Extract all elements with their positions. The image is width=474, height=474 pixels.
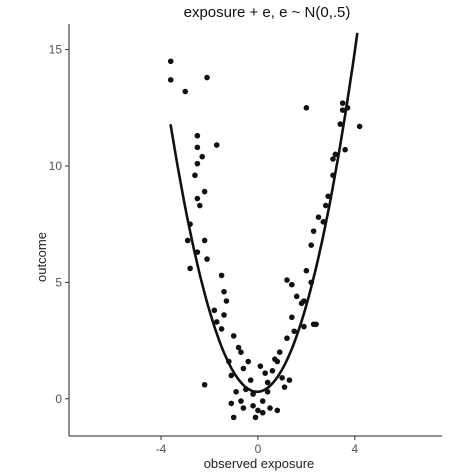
axes <box>68 24 442 437</box>
data-point <box>356 123 363 130</box>
data-point <box>233 388 239 395</box>
data-point <box>259 409 266 416</box>
data-point <box>182 88 189 95</box>
data-point <box>322 202 329 209</box>
data-point <box>196 202 203 209</box>
data-point <box>339 100 346 106</box>
data-point <box>204 74 210 81</box>
x-tick-label: -4 <box>156 442 167 456</box>
data-point <box>289 314 295 321</box>
data-point <box>293 293 300 300</box>
data-point <box>194 132 201 139</box>
data-point <box>269 368 276 374</box>
data-point <box>286 377 293 383</box>
data-point <box>213 142 220 148</box>
data-point <box>301 323 307 330</box>
data-point <box>167 77 174 83</box>
data-point <box>238 349 244 356</box>
y-tick-label: 5 <box>55 275 62 289</box>
data-point <box>313 321 319 328</box>
data-point <box>194 160 201 167</box>
data-point <box>211 307 218 314</box>
y-tick-label: 15 <box>49 43 63 57</box>
data-point <box>204 256 210 262</box>
data-point <box>218 326 225 332</box>
data-point <box>257 363 264 369</box>
data-point <box>167 58 174 65</box>
data-point <box>274 407 281 414</box>
data-points <box>167 58 363 421</box>
data-point <box>276 349 283 356</box>
data-point <box>223 298 230 304</box>
axis-ticks: 0 5 10 15 -4 0 4 <box>49 43 359 456</box>
data-point <box>272 356 278 362</box>
data-point <box>245 358 252 365</box>
data-point <box>310 228 317 234</box>
data-point <box>339 107 346 113</box>
data-point <box>235 344 242 351</box>
y-axis-label: outcome <box>34 232 49 282</box>
data-point <box>315 214 322 220</box>
data-point <box>264 388 271 395</box>
data-point <box>332 151 339 158</box>
x-tick-label: 0 <box>255 442 262 456</box>
x-axis-label: observed exposure <box>204 456 315 471</box>
y-tick-label: 0 <box>55 392 62 406</box>
data-point <box>262 370 268 376</box>
data-point <box>342 146 348 153</box>
data-point <box>221 288 227 295</box>
data-point <box>252 414 259 421</box>
data-point <box>281 384 288 390</box>
data-point <box>201 188 208 195</box>
data-point <box>301 298 307 304</box>
data-point <box>192 172 198 179</box>
data-point <box>240 405 247 411</box>
fit-curve <box>169 32 359 394</box>
x-tick-label: 4 <box>351 442 358 456</box>
data-point <box>194 144 201 151</box>
data-point <box>284 335 290 342</box>
data-point <box>291 328 298 335</box>
data-point <box>194 195 201 202</box>
data-point <box>303 267 310 274</box>
data-point <box>187 265 193 272</box>
data-point <box>228 400 235 407</box>
chart-title: exposure + e, e ~ N(0,.5) <box>184 4 351 21</box>
data-point <box>184 237 191 244</box>
data-point <box>199 153 206 160</box>
data-point <box>308 242 315 248</box>
data-point <box>218 272 225 279</box>
data-point <box>228 372 235 379</box>
data-point <box>201 237 208 244</box>
data-point <box>247 377 254 383</box>
data-point <box>213 319 220 325</box>
data-point <box>201 381 208 388</box>
data-point <box>240 365 247 372</box>
data-point <box>221 312 227 318</box>
data-point <box>303 104 310 111</box>
data-point <box>267 405 273 411</box>
data-point <box>230 333 237 339</box>
data-point <box>250 402 256 409</box>
data-point <box>330 156 336 162</box>
data-point <box>255 407 261 414</box>
data-point <box>259 398 266 404</box>
data-point <box>284 277 290 283</box>
data-point <box>279 375 285 381</box>
data-point <box>230 414 237 421</box>
data-point <box>238 398 244 404</box>
fit-curve-group <box>169 32 359 394</box>
y-tick-label: 10 <box>49 159 63 173</box>
data-point <box>337 121 344 127</box>
data-point <box>264 379 271 386</box>
data-point <box>289 281 295 288</box>
